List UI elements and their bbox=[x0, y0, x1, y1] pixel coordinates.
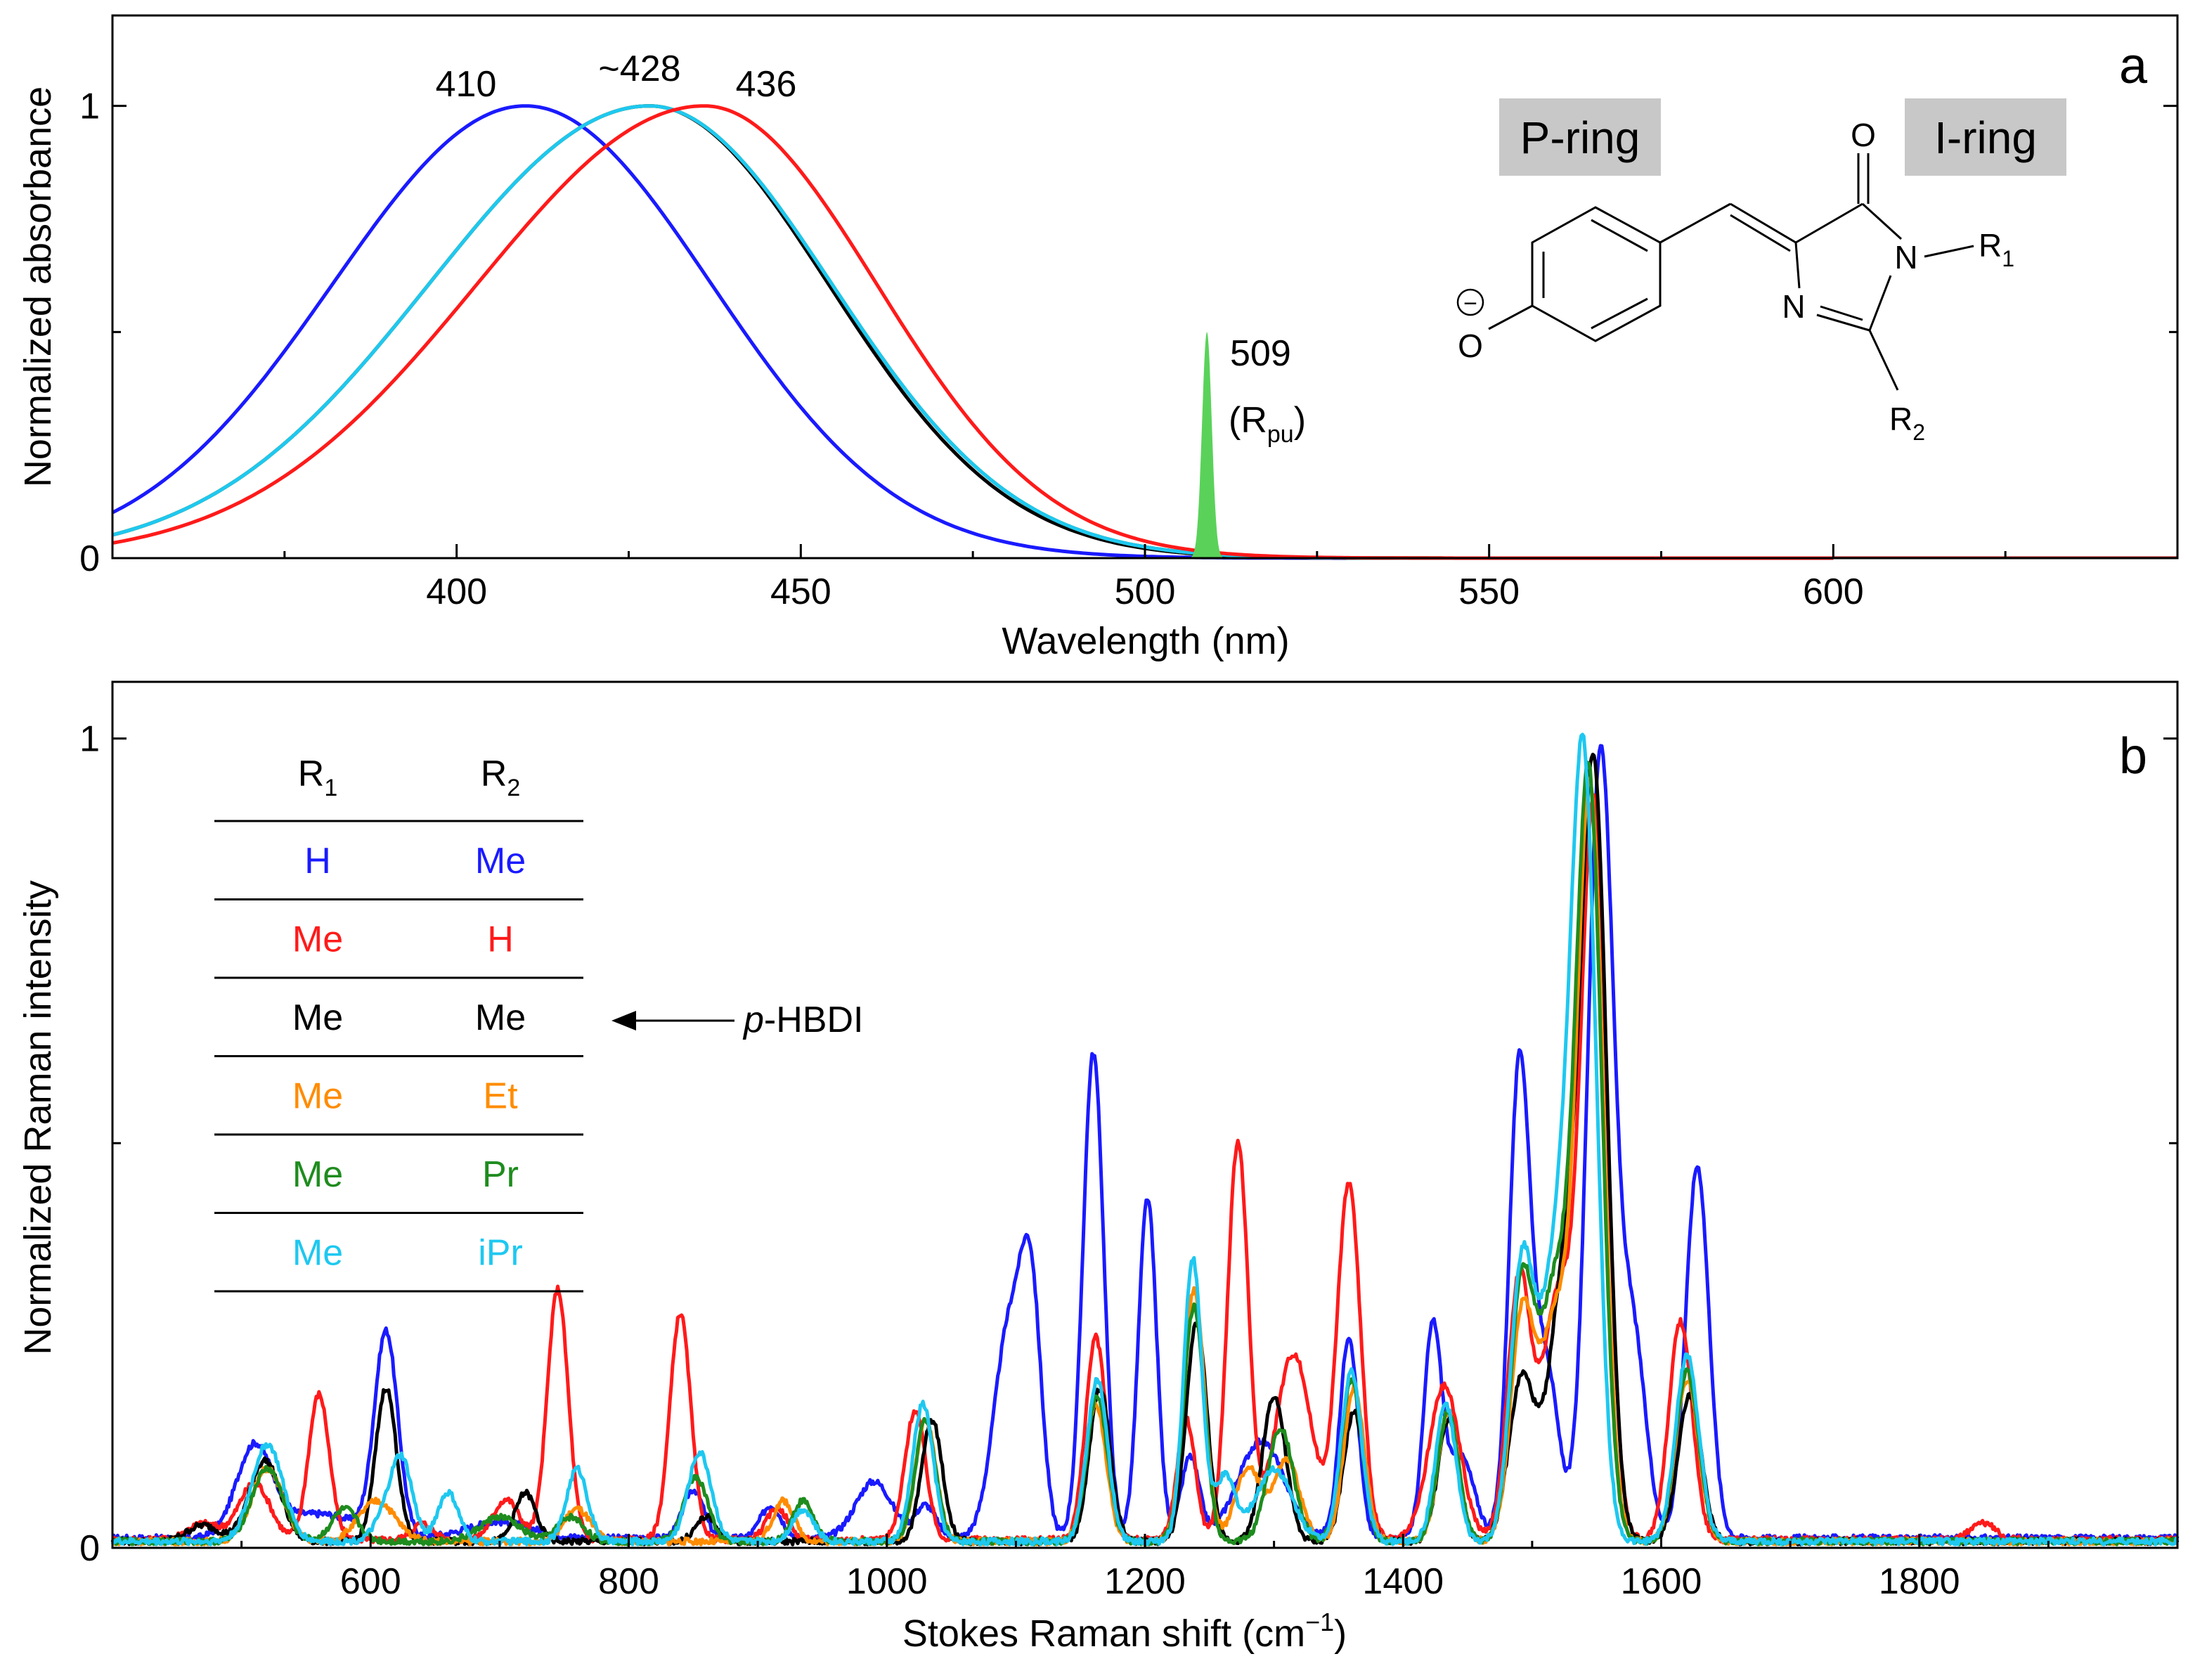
x-tick-label-b: 1400 bbox=[1362, 1561, 1444, 1602]
axis-ticks-a: 400 450 500 550 600 0 1 bbox=[79, 86, 2177, 612]
r2-bond bbox=[1868, 330, 1899, 391]
raman-spectrum-1 bbox=[110, 793, 2178, 1545]
axis-ticks-b: 600 800 1000 1200 1400 1600 1800 0 1 bbox=[79, 719, 2177, 1602]
bridge-double-bond-inner bbox=[1730, 214, 1791, 252]
panel-letter-a: a bbox=[2119, 38, 2148, 94]
y-tick-label-a: 1 bbox=[79, 86, 100, 127]
phenol-ring bbox=[1531, 206, 1662, 342]
p-ring-label-box bbox=[1499, 98, 1661, 176]
bridge-bond-1 bbox=[1659, 202, 1731, 244]
i-ring-double-c2-n3-inner bbox=[1820, 305, 1863, 321]
phenolate-bond bbox=[1488, 304, 1533, 330]
y-axis-title-a: Normalized absorbance bbox=[17, 86, 59, 487]
panel-letter-b: b bbox=[2119, 728, 2147, 784]
pump-pulse-peak bbox=[1179, 332, 1234, 558]
raman-spectrum-3 bbox=[112, 775, 2179, 1546]
raman-series-group bbox=[110, 732, 2180, 1546]
pump-label-rpu: (Rpu) bbox=[1229, 400, 1306, 448]
legend-header-r2: R2 bbox=[481, 754, 520, 801]
legend-r2-0: Me bbox=[475, 841, 526, 881]
legend-r2-5: iPr bbox=[478, 1232, 523, 1273]
x-tick-label-a: 450 bbox=[770, 571, 831, 612]
plot-frame-a bbox=[111, 14, 2179, 560]
y-axis-title-b: Normalized Raman intensity bbox=[17, 880, 59, 1355]
x-tick-label-b: 600 bbox=[340, 1561, 401, 1602]
legend-r1-5: Me bbox=[292, 1232, 343, 1273]
legend-table: R1 R2 H Me Me H Me Me Me Et Me Pr Me iPr bbox=[214, 754, 583, 1293]
x-tick-label-a: 400 bbox=[426, 571, 487, 612]
peak-label-410: 410 bbox=[436, 64, 497, 105]
x-tick-label-b: 1800 bbox=[1879, 1561, 1960, 1602]
x-tick-label-a: 600 bbox=[1803, 571, 1864, 612]
negative-charge-sign: − bbox=[1463, 290, 1477, 317]
plot-frame-b bbox=[111, 680, 2179, 1549]
raman-spectrum-2 bbox=[110, 752, 2180, 1546]
i-ring-label: I-ring bbox=[1934, 112, 2037, 163]
raman-spectrum-4 bbox=[110, 761, 2180, 1546]
substituent-r2: R2 bbox=[1889, 401, 1925, 445]
panel-a-absorbance-chart: 400 450 500 550 600 0 1 410 ~428 436 509 (Rpu)… bbox=[17, 14, 2179, 662]
peak-label-428: ~428 bbox=[598, 49, 680, 89]
pump-wavelength-label: 509 bbox=[1230, 333, 1291, 374]
legend-r2-2: Me bbox=[475, 997, 526, 1038]
i-ring-label-box bbox=[1905, 98, 2066, 176]
negative-charge-icon bbox=[1456, 288, 1484, 316]
i-ring-bond-c5-n1 bbox=[1861, 202, 1903, 240]
chromophore-structure: P-ring I-ring O − bbox=[1456, 98, 2066, 445]
carbonyl-oxygen: O bbox=[1851, 117, 1876, 153]
legend-r1-2: Me bbox=[292, 997, 343, 1038]
raman-spectrum-5 bbox=[110, 732, 2180, 1546]
legend-r1-0: H bbox=[304, 841, 331, 881]
legend-r1-4: Me bbox=[292, 1154, 343, 1195]
legend-r1-1: Me bbox=[292, 919, 343, 959]
arrow-head-icon bbox=[611, 1011, 636, 1030]
legend-rows: H Me Me H Me Me Me Et Me Pr Me iPr bbox=[214, 820, 583, 1293]
i-ring-bond-c4-c5 bbox=[1795, 202, 1863, 244]
phenolate-oxygen: O bbox=[1458, 328, 1483, 364]
x-axis-title-b: Stokes Raman shift (cm−1) bbox=[902, 1608, 1347, 1655]
nitrogen-n3: N bbox=[1782, 288, 1805, 325]
i-ring-bond-n1-c2 bbox=[1868, 275, 1892, 331]
legend-r2-1: H bbox=[487, 919, 514, 959]
p-ring-label: P-ring bbox=[1520, 112, 1640, 163]
y-tick-label-b: 1 bbox=[79, 719, 100, 760]
raman-spectrum-0 bbox=[112, 744, 2180, 1544]
x-tick-label-b: 1000 bbox=[846, 1561, 928, 1602]
bridge-double-bond bbox=[1730, 202, 1797, 244]
x-axis-title-a: Wavelength (nm) bbox=[1002, 620, 1289, 662]
peak-label-436: 436 bbox=[736, 64, 797, 105]
p-hbdi-label: p-HBDI bbox=[742, 1000, 863, 1040]
panel-b-raman-chart: 600 800 1000 1200 1400 1600 1800 0 1 b Stokes Ra… bbox=[17, 680, 2180, 1655]
i-ring-double-c2-n3 bbox=[1816, 314, 1870, 332]
y-tick-label-a: 0 bbox=[79, 538, 100, 579]
phenol-double-bond-2 bbox=[1591, 297, 1648, 330]
substituent-r1: R1 bbox=[1979, 227, 2014, 271]
legend-header-r1: R1 bbox=[298, 754, 337, 801]
x-tick-label-a: 500 bbox=[1115, 571, 1176, 612]
legend-r2-4: Pr bbox=[482, 1154, 519, 1195]
x-tick-label-b: 800 bbox=[598, 1561, 659, 1602]
y-tick-label-b: 0 bbox=[79, 1528, 100, 1569]
r1-bond bbox=[1924, 245, 1974, 258]
nitrogen-n1: N bbox=[1894, 239, 1917, 276]
legend-r1-3: Me bbox=[292, 1075, 343, 1116]
legend-r2-3: Et bbox=[483, 1075, 518, 1116]
x-tick-label-a: 550 bbox=[1458, 571, 1520, 612]
x-tick-label-b: 1600 bbox=[1621, 1561, 1702, 1602]
i-ring-bond-n3-c4 bbox=[1794, 242, 1801, 289]
x-tick-label-b: 1200 bbox=[1104, 1561, 1186, 1602]
phenol-double-bond-1 bbox=[1591, 219, 1648, 252]
